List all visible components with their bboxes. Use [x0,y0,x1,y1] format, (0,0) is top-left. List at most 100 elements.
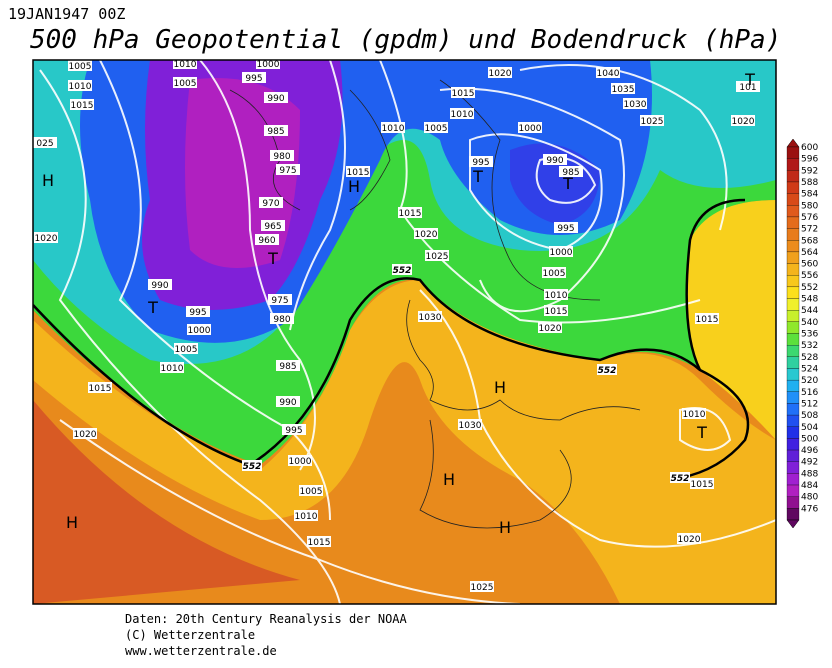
isobar-label-bg [73,428,97,439]
isobar-label-bg [299,485,323,496]
isobar-label: 1005 [174,79,197,89]
isobar-label-bg [259,197,283,208]
isobar-label-bg [34,232,58,243]
colorbar-swatch [786,216,800,229]
pressure-center: H [66,513,78,532]
colorbar-label: 504 [801,423,818,433]
isobar-label-bg [640,115,664,126]
colorbar-label: 488 [801,469,818,479]
colorbar-label: 492 [801,458,818,468]
isobar-label: 990 [546,156,563,166]
colorbar-swatch [786,368,800,381]
pressure-center: T [744,70,755,89]
colorbar-swatch [786,146,800,159]
isobar-label-bg [160,362,184,373]
isobar-label: 970 [262,199,279,209]
isobar-label-bg [70,99,94,110]
isobar-label-bg [68,80,92,91]
isobar-label-bg [538,322,562,333]
colorbar-top-arrow [786,138,800,148]
isobar-label: 1035 [612,85,635,95]
colorbar-label: 600 [801,143,818,153]
colorbar-swatch [786,228,800,241]
isobar-label-bg [270,150,294,161]
colorbar-bottom-arrow [786,519,800,529]
isobar-label-bg [695,313,719,324]
footer-source: Daten: 20th Century Reanalysis der NOAA [125,612,408,626]
contour-label: 552 [598,366,617,376]
isobar-label: 025 [36,139,53,149]
isobar-label-bg [544,289,568,300]
isobar-label: 1000 [289,457,312,467]
isobar-label-bg [270,313,294,324]
map: 1005 1010 1015 025 1020 1010 1005 1000 995 990 985… [33,60,776,604]
isobar-label-bg [174,343,198,354]
colorbar-swatch [786,508,800,521]
isobar-label-bg [68,60,92,71]
isobar-label: 1015 [71,101,94,111]
isobar-label-bg [276,164,300,175]
isobar-label-bg [542,267,566,278]
isobar-label-bg [544,305,568,316]
contour-label-bg [597,364,617,375]
isobar-label-bg [450,108,474,119]
isobar-label-bg [424,122,448,133]
isobar-label: 1010 [295,512,318,522]
colorbar-label: 496 [801,446,818,456]
isobar-label: 985 [562,168,579,178]
map-frame [32,59,777,605]
colorbar-label: 512 [801,399,818,409]
colorbar-swatch [786,181,800,194]
date: 19JAN1947 00Z [8,5,125,23]
colorbar-label: 576 [801,213,818,223]
isobar-label: 1010 [174,60,197,70]
isobar-label: 1030 [624,100,647,110]
isobar-label-bg [186,306,210,317]
colorbar-swatch [786,275,800,288]
colorbar-swatch [786,286,800,299]
isobar-label-bg [242,72,266,83]
contour-label: 552 [243,462,262,472]
isobar-label-bg [88,382,112,393]
isobar-label: 960 [258,236,275,246]
isobar-label: 1005 [69,62,92,72]
colorbar-swatch [786,170,800,183]
isobar-label-bg [414,228,438,239]
colorbar-label: 588 [801,178,818,188]
isobar-label-bg [731,115,755,126]
isobar-label-bg [458,419,482,430]
isobar-label-bg [264,125,288,136]
isobar-label: 1000 [188,326,211,336]
isobar-label: 1030 [419,313,442,323]
isobar-label: 1015 [696,315,719,325]
isobar-label: 980 [273,315,290,325]
colorbar-label: 500 [801,434,818,444]
colorbar-swatch [786,356,800,369]
isobar-label: 1025 [471,583,494,593]
isobar-label-bg [33,137,57,148]
isobar-label-bg [282,424,306,435]
isobar-label: 1020 [678,535,701,545]
isobar-label: 1015 [691,480,714,490]
colorbar-label: 552 [801,283,818,293]
colorbar-label: 520 [801,376,818,386]
isobar-label-bg [543,154,567,165]
isobar-label: 995 [245,74,262,84]
colorbar-label: 524 [801,364,818,374]
pressure-center: H [443,470,455,489]
isobar-label: 1040 [597,69,620,79]
colorbar-label: 544 [801,306,818,316]
isobar-label: 975 [279,166,296,176]
isobar-label: 1010 [382,124,405,134]
isobar-label: 990 [151,281,168,291]
colorbar-swatch [786,403,800,416]
colorbar-swatch [786,473,800,486]
pressure-center: H [348,177,360,196]
contour-label: 552 [671,474,690,484]
pressure-center: T [562,174,573,193]
contour-label-bg [670,472,690,483]
isobar-label: 1015 [308,538,331,548]
isobar-label: 1015 [399,209,422,219]
isobar-label-bg [425,250,449,261]
